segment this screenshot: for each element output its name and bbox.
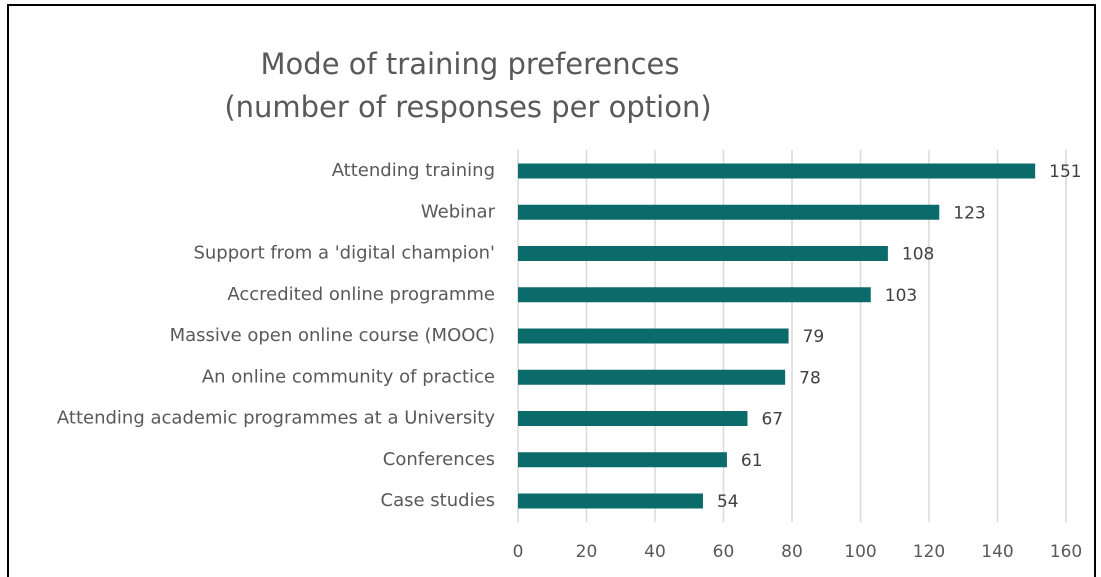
y-tick-label: An online community of practice [202, 366, 495, 387]
bar [518, 163, 1036, 179]
value-label: 123 [953, 203, 985, 223]
y-tick-label: Attending training [332, 160, 495, 181]
x-tick-label: 100 [844, 542, 876, 562]
value-label: 67 [761, 410, 783, 430]
bar [518, 204, 940, 220]
x-tick-label: 120 [913, 542, 945, 562]
y-tick-label: Webinar [421, 201, 496, 222]
y-tick-label: Case studies [381, 490, 496, 511]
value-label: 78 [799, 368, 821, 388]
frame [7, 4, 1096, 577]
x-tick-label: 60 [713, 542, 735, 562]
value-label: 151 [1049, 162, 1081, 182]
x-tick-label: 0 [513, 542, 524, 562]
x-tick-label: 40 [644, 542, 666, 562]
chart-subtitle: (number of responses per option) [224, 90, 711, 124]
bar [518, 328, 789, 344]
bar [518, 369, 786, 385]
bar [518, 246, 888, 261]
y-tick-label: Attending academic programmes at a Unive… [57, 408, 495, 429]
value-label: 54 [717, 492, 739, 512]
value-label: 103 [885, 286, 917, 306]
bar [518, 287, 871, 303]
y-tick-label: Support from a 'digital champion' [193, 243, 495, 264]
value-label: 61 [741, 451, 763, 471]
chart-title: Mode of training preferences [261, 47, 680, 81]
y-tick-label: Massive open online course (MOOC) [170, 325, 495, 346]
y-tick-label: Accredited online programme [227, 284, 495, 305]
x-tick-label: 20 [576, 542, 598, 562]
value-label: 79 [803, 327, 825, 347]
y-tick-label: Conferences [383, 449, 495, 470]
bar [518, 411, 748, 426]
bar [518, 493, 703, 509]
value-label: 108 [902, 245, 934, 265]
x-tick-label: 160 [1050, 542, 1082, 562]
x-tick-label: 140 [981, 542, 1013, 562]
bar [518, 452, 727, 468]
x-tick-label: 80 [781, 542, 803, 562]
